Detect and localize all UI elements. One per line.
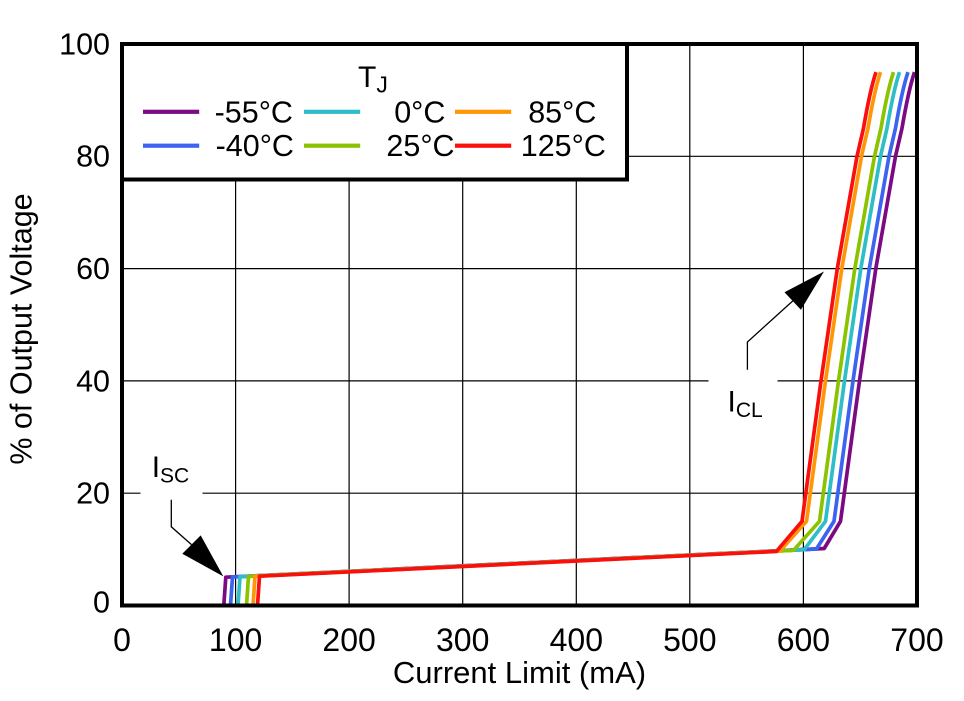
svg-text:100: 100 (209, 622, 262, 658)
svg-text:100: 100 (59, 27, 110, 61)
svg-text:0: 0 (113, 622, 131, 658)
svg-text:80: 80 (76, 140, 110, 174)
svg-text:Current Limit (mA): Current Limit (mA) (393, 655, 646, 690)
svg-text:60: 60 (76, 252, 110, 286)
svg-text:500: 500 (663, 622, 716, 658)
svg-text:0: 0 (93, 586, 110, 620)
svg-text:-55°C: -55°C (215, 96, 293, 130)
svg-text:0°C: 0°C (394, 96, 445, 130)
svg-text:40: 40 (76, 364, 110, 398)
svg-text:85°C: 85°C (528, 96, 596, 130)
svg-text:400: 400 (550, 622, 603, 658)
svg-text:700: 700 (890, 622, 943, 658)
svg-text:300: 300 (436, 622, 489, 658)
svg-text:25°C: 25°C (386, 129, 454, 163)
svg-text:200: 200 (322, 622, 375, 658)
svg-text:600: 600 (777, 622, 830, 658)
svg-text:% of Output Voltage: % of Output Voltage (5, 193, 39, 464)
svg-text:20: 20 (76, 477, 110, 511)
svg-text:-40°C: -40°C (216, 129, 294, 163)
svg-text:125°C: 125°C (521, 129, 606, 163)
